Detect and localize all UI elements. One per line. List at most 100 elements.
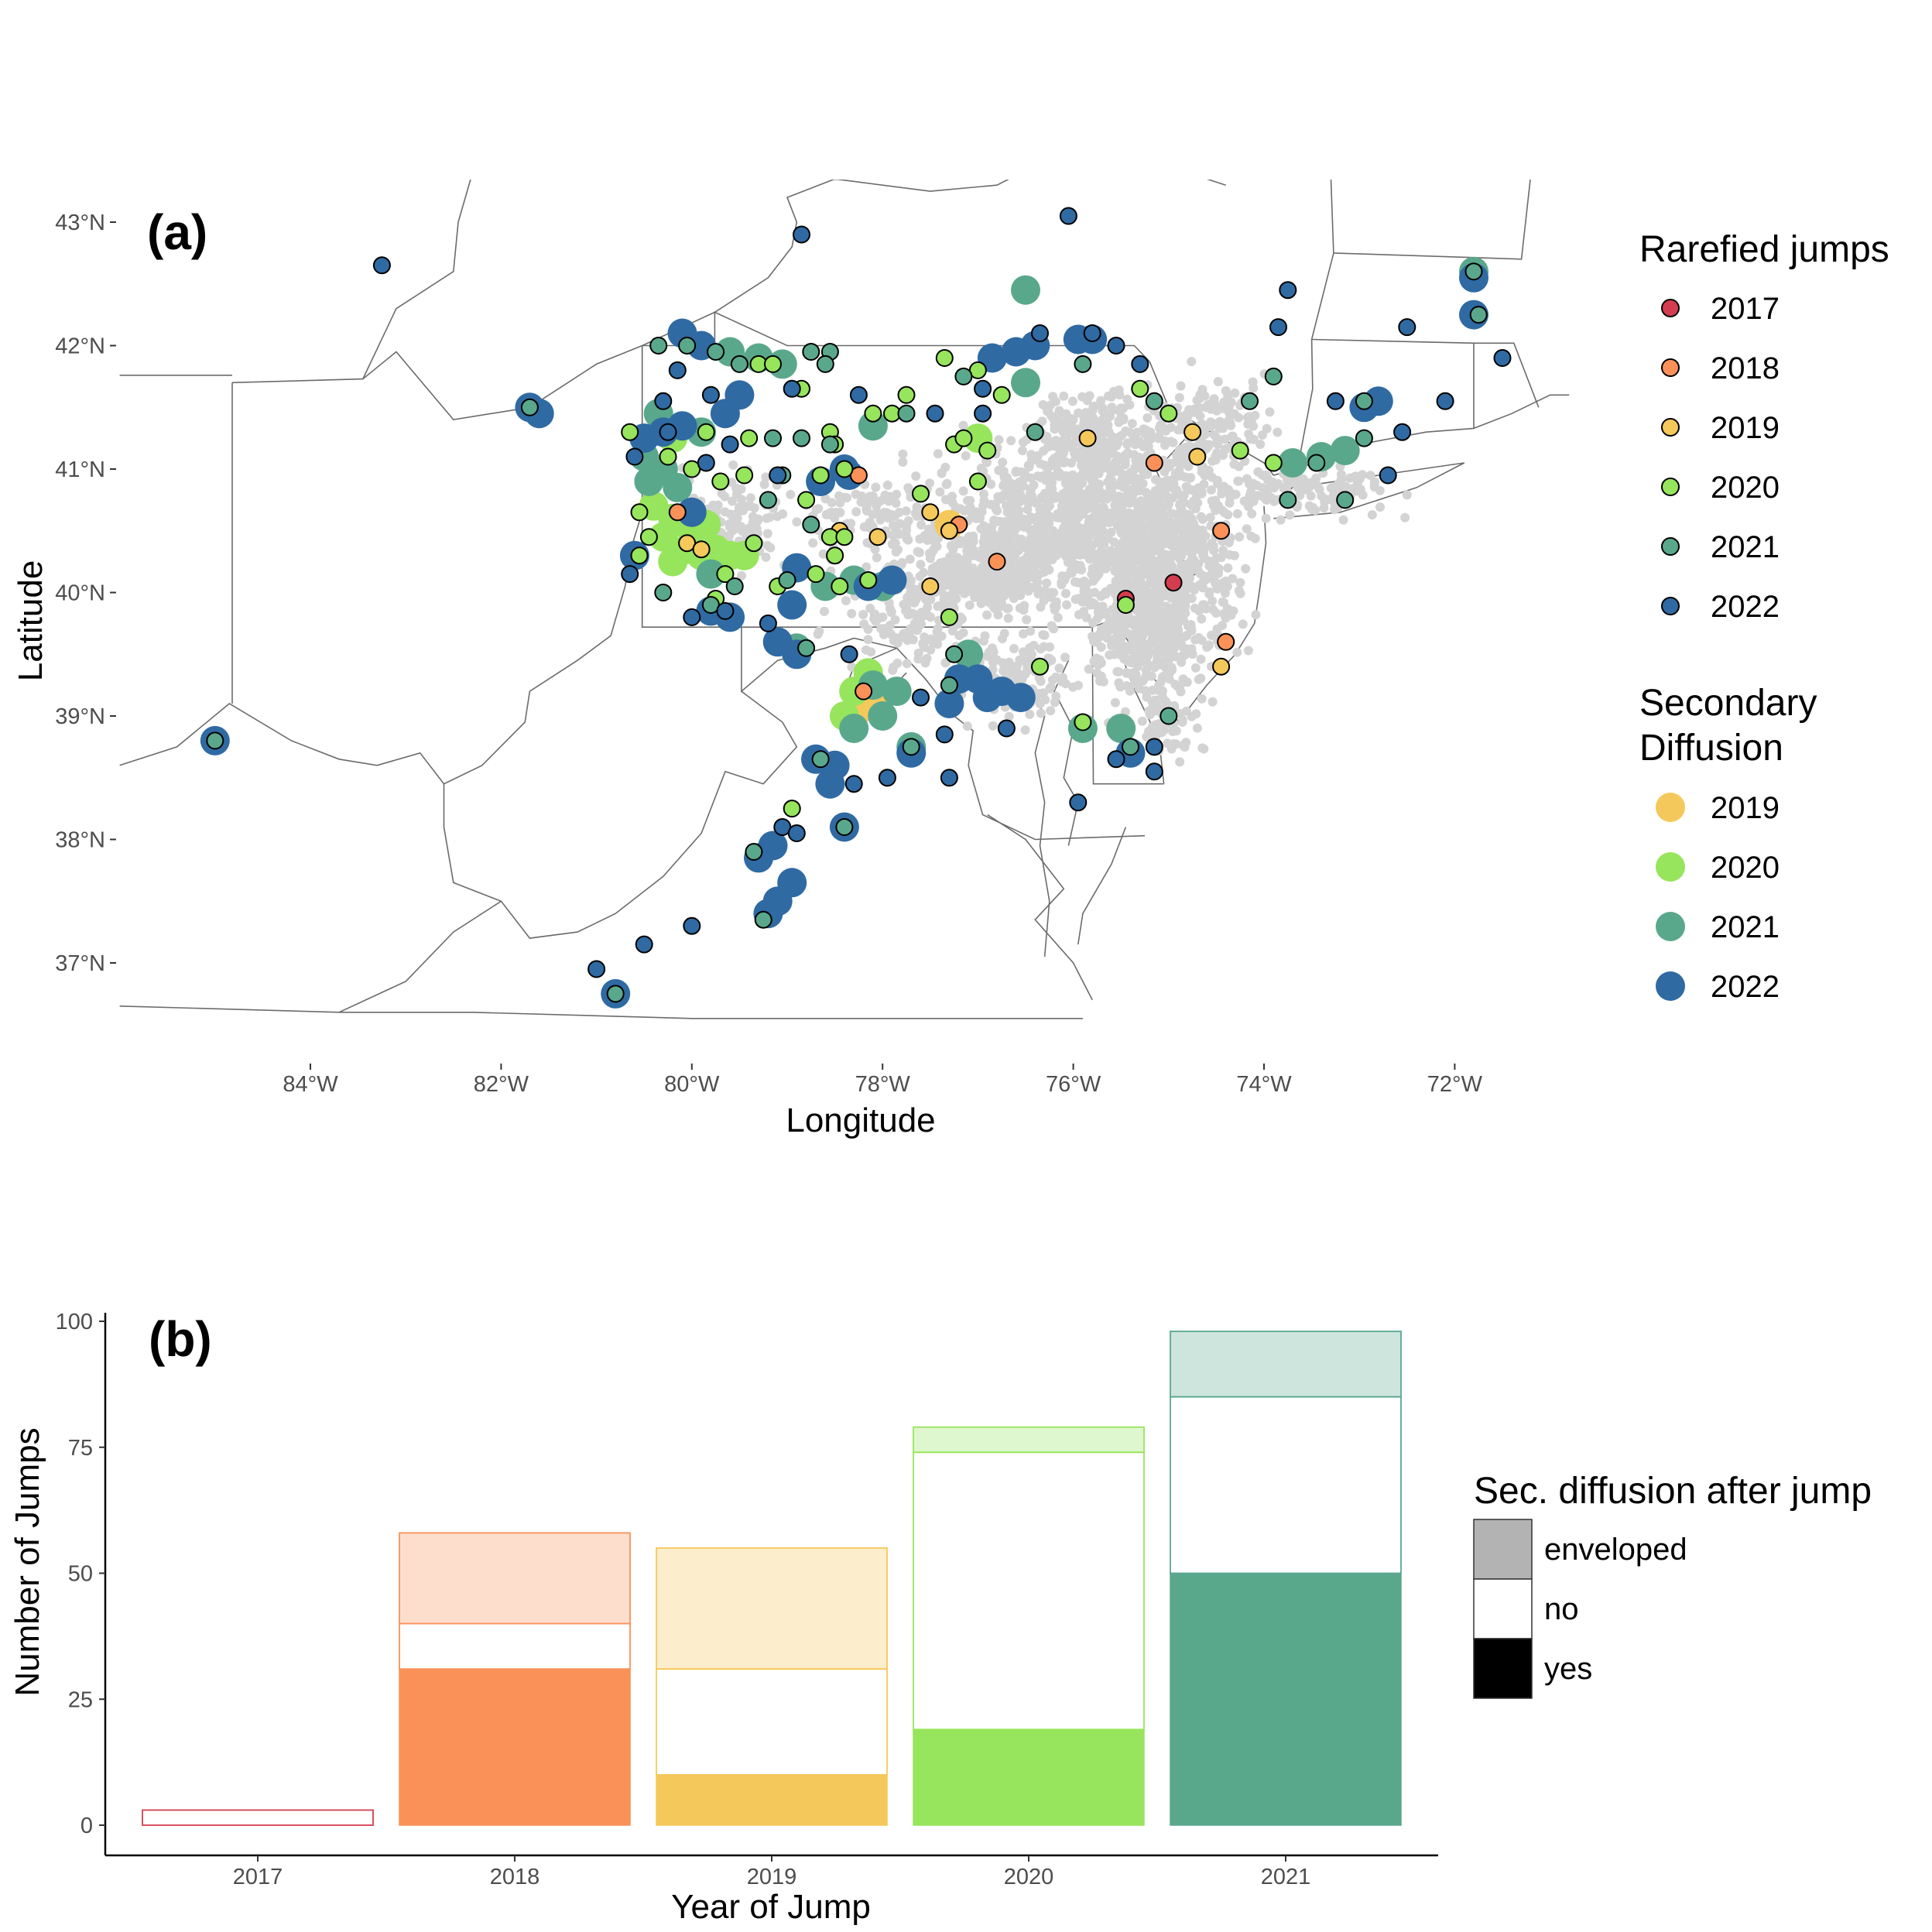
established-point (1169, 480, 1179, 490)
established-point (1088, 498, 1098, 508)
established-point (872, 501, 882, 511)
established-point (1262, 495, 1272, 505)
established-point (1238, 619, 1248, 629)
established-point (996, 544, 1006, 554)
established-point (1173, 510, 1182, 520)
established-point (1019, 481, 1029, 491)
established-point (1235, 532, 1245, 542)
established-point (940, 658, 951, 668)
established-point (1160, 591, 1170, 601)
established-point (857, 491, 867, 501)
established-point (1196, 654, 1206, 664)
established-point (1153, 641, 1162, 651)
bar-x-tick-label: 2018 (490, 1865, 540, 1889)
established-point (1196, 673, 1206, 683)
established-point (1241, 564, 1251, 574)
rarefied-jump-point (1212, 522, 1231, 540)
established-point (975, 513, 985, 523)
established-point (745, 501, 755, 511)
established-point (1122, 681, 1132, 690)
rarefied-jump-point (988, 553, 1006, 571)
established-point (1173, 598, 1184, 608)
legend-label-rarefied-2017: 2017 (1711, 292, 1780, 326)
secondary-diffusion-point (1106, 714, 1136, 743)
rarefied-jump-point (878, 769, 896, 787)
established-point (982, 610, 992, 620)
established-point (1157, 487, 1167, 497)
established-point (979, 521, 989, 531)
map-y-tick-label: 39°N (55, 704, 105, 729)
established-point (944, 571, 954, 581)
established-point (1032, 581, 1042, 591)
established-point (1156, 517, 1166, 527)
established-point (1090, 549, 1100, 559)
established-point (1142, 599, 1153, 609)
established-point (1109, 537, 1119, 547)
established-point (915, 571, 925, 581)
rarefied-jump-point (707, 343, 725, 361)
established-point (1131, 645, 1141, 655)
rarefied-jump-point (897, 385, 916, 404)
established-point (1234, 461, 1244, 471)
established-point (728, 511, 738, 521)
established-point (1097, 537, 1107, 546)
established-point (1136, 496, 1146, 505)
established-point (902, 604, 912, 614)
established-point (932, 541, 942, 551)
rarefied-jump-point (1469, 306, 1488, 324)
established-point (878, 612, 888, 622)
secondary-diffusion-point (877, 565, 907, 595)
bar-enveloped-2021 (1170, 1331, 1402, 1398)
established-point (1108, 635, 1118, 645)
legend-key-secondary-2022 (1656, 971, 1685, 1001)
established-point (1182, 592, 1192, 602)
established-point (1183, 571, 1193, 581)
established-point (1174, 392, 1184, 402)
secondary-diffusion-point (934, 689, 964, 718)
established-point (1026, 473, 1036, 483)
established-point (1091, 478, 1101, 488)
established-point (1051, 396, 1060, 406)
rarefied-jump-point (921, 577, 940, 595)
rarefied-jump-point (1083, 324, 1101, 342)
established-point (1026, 512, 1036, 522)
established-point (1044, 439, 1054, 449)
established-point (1160, 663, 1170, 673)
established-point (948, 599, 957, 609)
rarefied-jump-point (735, 466, 754, 485)
established-point (1094, 468, 1104, 478)
secondary-diffusion-point (972, 683, 1002, 713)
established-point (728, 460, 738, 470)
rarefied-jump-point (778, 571, 796, 589)
rarefied-jump-point (701, 385, 720, 404)
established-point (1114, 385, 1124, 395)
established-point (1019, 629, 1028, 639)
rarefied-jump-point (897, 404, 916, 423)
established-point (1285, 510, 1295, 520)
established-point (820, 606, 829, 616)
established-point (964, 566, 973, 576)
rarefied-jump-point (639, 528, 658, 546)
panel-a-label: (a) (147, 204, 207, 260)
established-point (986, 479, 996, 489)
established-point (1096, 658, 1106, 668)
established-point (1227, 431, 1237, 441)
established-point (1171, 680, 1181, 690)
established-point (1165, 645, 1175, 655)
map-y-tick-label: 38°N (55, 828, 105, 853)
rarefied-jump-point (954, 429, 973, 447)
established-point (933, 601, 943, 611)
established-point (1213, 478, 1222, 488)
established-point (1161, 601, 1171, 611)
rarefied-jump-point (654, 584, 673, 601)
established-point (1057, 577, 1067, 587)
rarefied-jump-point (1355, 429, 1373, 447)
established-point (962, 721, 972, 731)
rarefied-jump-point (668, 361, 687, 379)
rarefied-jump-points (206, 207, 1512, 1003)
legend-title-secondary-line2: Diffusion (1639, 728, 1783, 769)
secondary-diffusion-point (777, 590, 807, 620)
border-line (1077, 827, 1127, 945)
established-point (1172, 450, 1182, 461)
established-point (1072, 564, 1082, 574)
